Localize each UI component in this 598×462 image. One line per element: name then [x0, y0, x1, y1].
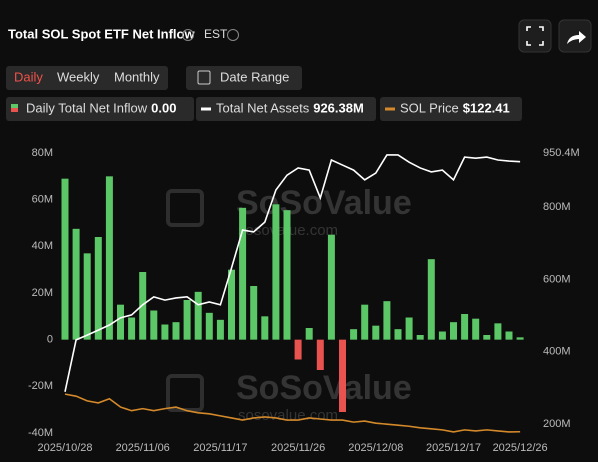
legend-item: [380, 97, 522, 121]
watermark: SoSoValuesosovalue.comSoSoValuesosovalue…: [166, 184, 412, 424]
calendar-icon: [197, 70, 211, 85]
bar: [405, 317, 413, 340]
y-tick-label: 0: [47, 334, 53, 346]
x-tick-label: 2025/10/28: [37, 442, 92, 454]
timezone: EST: [204, 27, 228, 41]
x-tick-label: 2025/11/17: [193, 442, 247, 454]
watermark-brand: SoSoValue: [236, 369, 412, 407]
date-range-button[interactable]: [186, 66, 302, 90]
bar: [205, 312, 213, 340]
x-tick-label: 2025/11/06: [116, 442, 170, 454]
y-tick-label: 40M: [32, 240, 53, 252]
x-tick-label: 2025/12/17: [426, 442, 481, 454]
line: [64, 393, 521, 433]
tab[interactable]: Monthly: [114, 69, 160, 84]
fullscreen-button[interactable]: [518, 19, 552, 53]
bar: [261, 316, 269, 340]
y-tick-label: 600M: [543, 273, 571, 285]
x-tick-label: 2025/12/26: [493, 442, 548, 454]
bar: [183, 300, 191, 340]
bar: [194, 291, 202, 340]
info-icon[interactable]: [182, 29, 194, 41]
bar: [161, 324, 169, 340]
y-tick-label: 800M: [543, 201, 571, 213]
share-icon: [567, 31, 586, 44]
x-tick-label: 2025/12/08: [348, 442, 403, 454]
legend-item: [6, 97, 194, 121]
legend-value: 926.38M: [313, 100, 364, 115]
y-tick-label: 400M: [543, 346, 571, 358]
bar: [372, 325, 380, 340]
x-tick-label: 2025/11/26: [271, 442, 325, 454]
bar: [272, 204, 280, 340]
bar: [516, 337, 524, 340]
legend-swatch: [11, 108, 18, 112]
bar: [494, 323, 502, 340]
legend-name: Total Net Assets: [216, 100, 310, 115]
bar: [383, 301, 391, 340]
bar: [472, 318, 480, 340]
watermark-brand: SoSoValue: [236, 184, 412, 222]
bar: [483, 335, 491, 340]
bar: [339, 339, 346, 412]
bar: [228, 269, 235, 340]
legend: Daily Total Net Inflow 0.00 Total Net Asse…: [6, 97, 522, 121]
bar: [105, 176, 113, 340]
bar: [427, 259, 435, 340]
bar: [216, 319, 224, 340]
y-tick-label: 60M: [32, 194, 53, 206]
bar: [350, 329, 358, 340]
bar: [505, 331, 513, 340]
y-tick-label: 200M: [543, 418, 571, 430]
info-icon[interactable]: [227, 29, 239, 41]
bar: [117, 304, 124, 340]
legend-name: Daily Total Net Inflow: [26, 100, 148, 115]
bar: [450, 322, 457, 340]
bar: [172, 322, 180, 340]
bar: [316, 339, 324, 370]
legend-name: SOL Price: [400, 100, 459, 115]
tab[interactable]: Weekly: [57, 69, 100, 84]
bar: [128, 317, 136, 340]
legend-value: $122.41: [463, 100, 510, 115]
date-range-label[interactable]: Date Range: [220, 69, 289, 84]
legend-item: [196, 97, 376, 121]
line: [64, 154, 521, 393]
legend-value: 0.00: [151, 100, 176, 115]
y-tick-label: -40M: [28, 427, 53, 439]
bar: [61, 178, 69, 340]
tab[interactable]: Daily: [14, 69, 43, 84]
bar: [461, 314, 469, 340]
y-tick-label: 80M: [32, 147, 53, 159]
y-tick-label: 20M: [32, 287, 53, 299]
bar: [294, 339, 302, 360]
bar: [327, 234, 335, 340]
watermark-site: sosovalue.com: [238, 407, 338, 424]
watermark-logo: [166, 189, 204, 227]
y-tick-label: 950.4M: [543, 147, 580, 159]
bar: [72, 228, 80, 340]
bar: [150, 310, 158, 340]
bar: [394, 329, 402, 340]
bar: [94, 237, 102, 340]
title: Total SOL Spot ETF Net Inflow: [8, 26, 195, 41]
bar: [438, 331, 446, 340]
tab-group: [6, 66, 168, 90]
fullscreen-icon: [526, 26, 544, 46]
bar: [250, 286, 258, 340]
y-tick-label: -20M: [28, 380, 53, 392]
legend-swatch: [11, 104, 18, 108]
bar: [83, 253, 91, 340]
bar: [283, 210, 291, 340]
bar: [361, 304, 369, 340]
bar: [416, 335, 424, 340]
bar: [239, 207, 247, 340]
bar: [305, 328, 313, 340]
